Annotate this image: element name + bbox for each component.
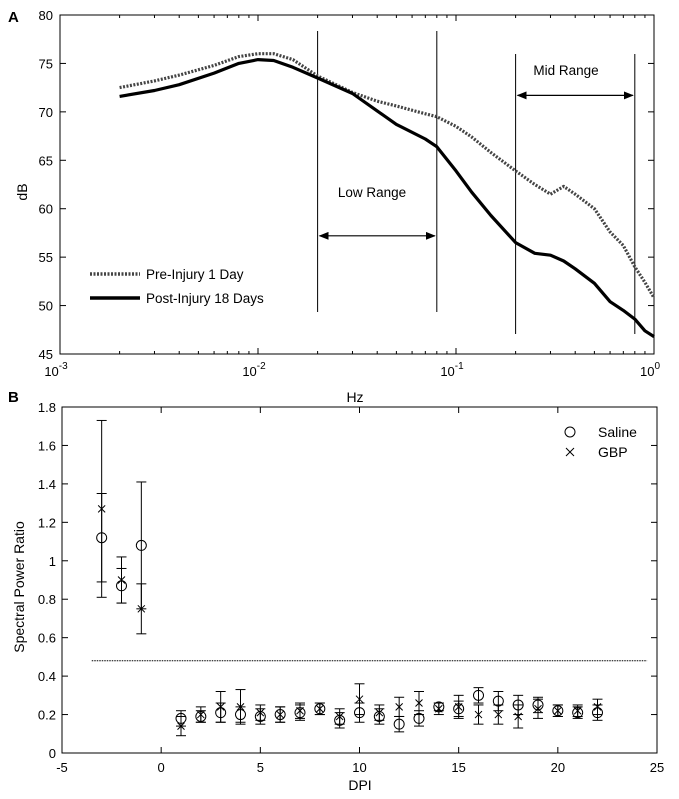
y-tick-label: 1.2: [38, 515, 56, 530]
panel-b-y-axis-label: Spectral Power Ratio: [11, 521, 27, 653]
y-tick-label: 1.4: [38, 477, 56, 492]
mid-range-label: Mid Range: [533, 63, 598, 78]
legend-marker-saline: [564, 426, 576, 438]
gbp-point: [335, 712, 344, 721]
legend-marker-gbp: [565, 447, 575, 457]
gbp-point: [573, 706, 582, 715]
legend-label-post-injury: Post-Injury 18 Days: [146, 291, 264, 306]
x-tick-label: -5: [56, 760, 68, 775]
x-tick-label: 0: [158, 760, 165, 775]
gbp-point: [196, 710, 205, 719]
series-post-injury-line: [119, 57, 655, 338]
gbp-point: [375, 708, 384, 717]
x-tick-label: 25: [650, 760, 664, 775]
x-tick-label: 10: [352, 760, 366, 775]
y-tick-label: 55: [39, 250, 53, 265]
gbp-point: [236, 703, 245, 711]
gbp-point: [97, 505, 106, 513]
panel-a-x-axis-label: Hz: [346, 389, 363, 405]
gbp-point: [553, 706, 562, 715]
series-saline: [96, 481, 603, 733]
panel-b-plot-content: [91, 419, 648, 737]
panel-a: A Low Range Mid Range 10-3 10-2 10-1 100 45 50…: [8, 8, 660, 405]
y-tick-label: 80: [39, 8, 53, 23]
panel-a-axes: 10-3 10-2 10-1 100 45 50 55 60 65 70 75 80: [39, 8, 661, 379]
x-tick-label: 100: [640, 361, 660, 379]
y-tick-label: 0.6: [38, 631, 56, 646]
panel-a-y-axis-label: dB: [14, 183, 30, 200]
gbp-point: [593, 703, 602, 711]
y-tick-label: 0.4: [38, 669, 56, 684]
gbp-point: [395, 703, 404, 711]
y-tick-label: 75: [39, 56, 53, 71]
series-gbp: [96, 419, 603, 737]
gbp-point: [534, 704, 542, 713]
gbp-point: [474, 710, 483, 719]
panel-b: B -5 0 5 10 15 20 2500.20.40.60.811.21.41.61.8…: [8, 389, 664, 793]
gbp-point: [177, 722, 185, 730]
gbp-point: [434, 704, 443, 713]
panel-a-plot-frame: [59, 14, 655, 355]
y-tick-label: 1.8: [38, 400, 56, 415]
gbp-point: [514, 712, 523, 721]
x-tick-label: 20: [551, 760, 565, 775]
gbp-point: [137, 604, 146, 613]
saline-point: [135, 539, 147, 551]
y-tick-label: 65: [39, 153, 53, 168]
panel-a-label: A: [8, 9, 19, 26]
panel-a-legend: Pre-Injury 1 Day Post-Injury 18 Days: [90, 267, 264, 306]
gbp-point: [296, 706, 304, 715]
y-tick-label: 1: [49, 554, 56, 569]
gbp-point: [355, 695, 364, 704]
x-tick-label: 10-2: [242, 361, 266, 379]
gbp-point: [415, 699, 423, 707]
y-tick-label: 50: [39, 299, 53, 314]
panel-a-plot-content: Low Range Mid Range: [119, 31, 656, 338]
gbp-point: [256, 708, 265, 717]
saline-point: [473, 689, 484, 701]
y-tick-label: 0.8: [38, 592, 56, 607]
panel-b-x-axis-label: DPI: [348, 777, 371, 793]
panel-b-legend: Saline GBP: [564, 424, 637, 460]
series-pre-injury-line: [119, 52, 656, 299]
y-tick-label: 1.6: [38, 438, 56, 453]
saline-point: [393, 718, 405, 730]
legend-label-pre-injury: Pre-Injury 1 Day: [146, 267, 244, 282]
legend-label-saline: Saline: [598, 424, 637, 440]
panel-b-label: B: [8, 389, 19, 406]
y-tick-label: 0.2: [38, 708, 56, 723]
y-tick-label: 0: [49, 746, 56, 761]
y-tick-label: 70: [39, 105, 53, 120]
gbp-point: [454, 703, 463, 711]
legend-label-gbp: GBP: [598, 444, 628, 460]
y-tick-label: 45: [39, 347, 53, 362]
gbp-point: [276, 710, 285, 719]
gbp-point: [494, 710, 503, 719]
y-tick-label: 60: [39, 202, 53, 217]
x-tick-label: 10-3: [44, 361, 68, 379]
x-tick-label: 5: [257, 760, 264, 775]
low-range-label: Low Range: [338, 185, 406, 200]
gbp-point: [216, 703, 225, 711]
x-tick-label: 15: [451, 760, 465, 775]
gbp-point: [315, 704, 324, 713]
gbp-point: [117, 576, 126, 584]
x-tick-label: 10-1: [440, 361, 464, 379]
